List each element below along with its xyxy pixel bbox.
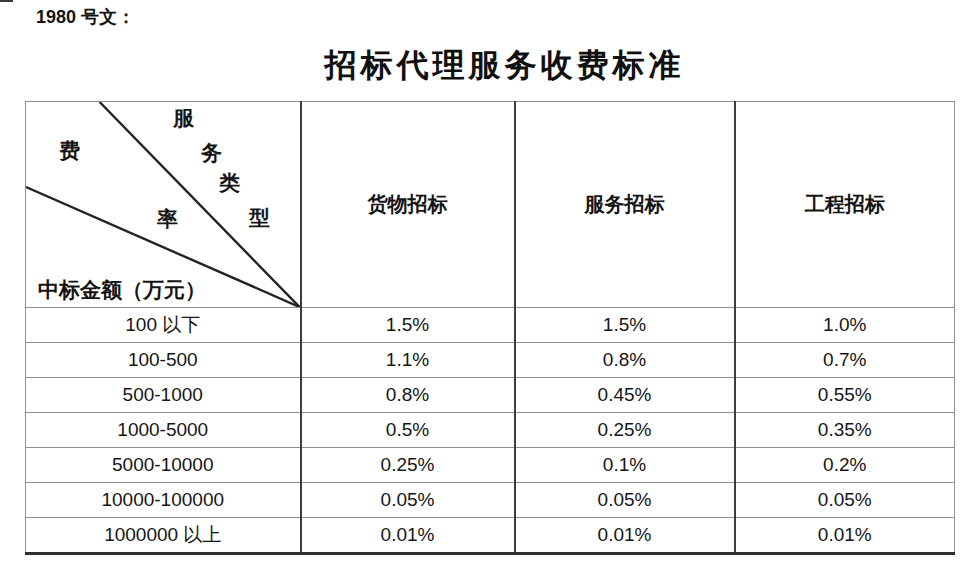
row-label: 5000-10000 <box>26 448 301 483</box>
corner-fee-rate-char: 费 <box>59 141 80 162</box>
fee-value-cell: 1.1% <box>301 343 515 378</box>
corner-service-type-char: 类 <box>219 173 240 194</box>
column-header-goods: 货物招标 <box>301 102 515 308</box>
diagonal-divider-lines <box>26 102 300 307</box>
doc-number: 1980 号文： <box>36 5 135 29</box>
fee-value-cell: 0.05% <box>515 483 735 518</box>
table-row: 5000-10000 0.25% 0.1% 0.2% <box>26 448 955 483</box>
row-label: 100-500 <box>26 343 301 378</box>
fee-value-cell: 0.55% <box>735 378 955 413</box>
corner-service-type-char: 务 <box>201 143 222 164</box>
table-row: 100 以下 1.5% 1.5% 1.0% <box>26 308 955 343</box>
fee-value-cell: 0.8% <box>301 378 515 413</box>
row-label: 100 以下 <box>26 308 301 343</box>
table-row: 1000000 以上 0.01% 0.01% 0.01% <box>26 518 955 554</box>
fee-value-cell: 0.35% <box>735 413 955 448</box>
fee-value-cell: 0.05% <box>301 483 515 518</box>
table-row: 500-1000 0.8% 0.45% 0.55% <box>26 378 955 413</box>
row-label: 500-1000 <box>26 378 301 413</box>
corner-service-type-char: 型 <box>249 208 270 229</box>
fee-value-cell: 1.5% <box>301 308 515 343</box>
fee-value-cell: 1.5% <box>515 308 735 343</box>
fee-value-cell: 0.5% <box>301 413 515 448</box>
fee-value-cell: 0.01% <box>735 518 955 554</box>
row-label: 1000-5000 <box>26 413 301 448</box>
fee-value-cell: 0.7% <box>735 343 955 378</box>
corner-amount-label: 中标金额（万元） <box>38 279 206 302</box>
fee-value-cell: 0.1% <box>515 448 735 483</box>
fee-value-cell: 0.45% <box>515 378 735 413</box>
column-header-services: 服务招标 <box>515 102 735 308</box>
fee-value-cell: 0.01% <box>301 518 515 554</box>
column-header-engineering: 工程招标 <box>735 102 955 308</box>
fee-table: 服 务 类 型 费 率 中标金额（万元） 货物招标 服务招标 工程招标 100 … <box>25 101 955 555</box>
table-row: 10000-100000 0.05% 0.05% 0.05% <box>26 483 955 518</box>
fee-value-cell: 0.01% <box>515 518 735 554</box>
fee-value-cell: 0.05% <box>735 483 955 518</box>
row-label: 10000-100000 <box>26 483 301 518</box>
fee-value-cell: 0.8% <box>515 343 735 378</box>
fee-value-cell: 0.2% <box>735 448 955 483</box>
document-page: { "page": { "doc_number": "1980 号文：", "t… <box>0 0 976 581</box>
fee-value-cell: 0.25% <box>301 448 515 483</box>
page-title: 招标代理服务收费标准 <box>40 44 969 88</box>
row-label: 1000000 以上 <box>26 518 301 554</box>
page-edge-artifact <box>0 0 13 2</box>
corner-service-type-char: 服 <box>173 108 194 129</box>
table-row: 1000-5000 0.5% 0.25% 0.35% <box>26 413 955 448</box>
fee-value-cell: 0.25% <box>515 413 735 448</box>
table-row: 100-500 1.1% 0.8% 0.7% <box>26 343 955 378</box>
corner-fee-rate-char: 率 <box>157 209 178 230</box>
fee-value-cell: 1.0% <box>735 308 955 343</box>
table-corner-cell: 服 务 类 型 费 率 中标金额（万元） <box>26 102 301 308</box>
header-row: 服 务 类 型 费 率 中标金额（万元） 货物招标 服务招标 工程招标 <box>26 102 955 308</box>
